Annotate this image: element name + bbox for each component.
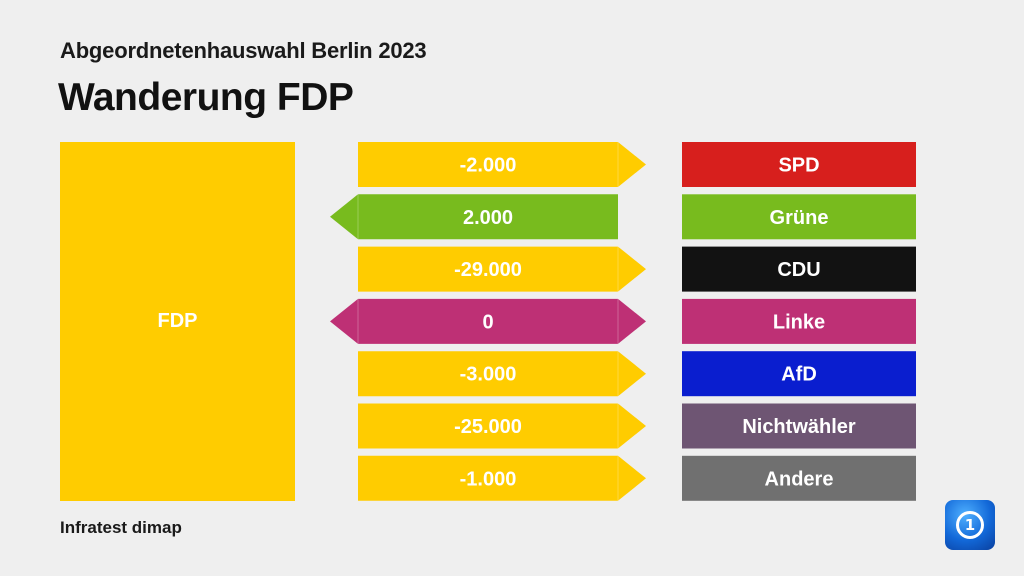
chart-subtitle: Abgeordnetenhauswahl Berlin 2023 <box>60 38 427 63</box>
fdp-party-block: FDP <box>60 142 295 501</box>
flow-value-label-spd: -2.000 <box>460 155 517 177</box>
flow-arrow-cdu <box>358 246 646 292</box>
source-label: Infratest dimap <box>60 518 182 537</box>
flow-value-label-afd: -3.000 <box>460 364 517 386</box>
party-box-andere <box>682 455 916 501</box>
party-box-cdu <box>682 246 916 292</box>
flow-arrow-andere <box>358 455 646 501</box>
flow-value-label-gruene: 2.000 <box>463 207 513 229</box>
flow-arrow-spd <box>358 142 646 187</box>
fdp-party-label: FDP <box>157 310 198 332</box>
party-label-linke: Linke <box>773 311 825 333</box>
party-box-linke <box>682 298 916 344</box>
party-label-spd: SPD <box>778 155 819 177</box>
party-label-andere: Andere <box>765 468 834 490</box>
flow-value-label-cdu: -29.000 <box>454 259 522 281</box>
party-box-spd <box>682 142 916 187</box>
party-box-gruene <box>682 194 916 240</box>
party-label-nichtwaehler: Nichtwähler <box>742 416 856 438</box>
tagesschau-logo-icon: 1 <box>945 500 995 550</box>
flow-arrow-afd <box>358 351 646 397</box>
chart-title: Wanderung FDP <box>58 76 354 119</box>
party-label-cdu: CDU <box>777 259 820 281</box>
flow-arrow-gruene <box>330 194 618 240</box>
flow-value-label-nichtwaehler: -25.000 <box>454 416 522 438</box>
flow-arrow-nichtwaehler <box>358 403 646 449</box>
party-box-afd <box>682 351 916 397</box>
party-label-afd: AfD <box>781 364 817 386</box>
party-label-gruene: Grüne <box>770 207 829 229</box>
flow-value-label-linke: 0 <box>482 311 493 333</box>
flow-value-label-andere: -1.000 <box>460 468 517 490</box>
flow-arrow-linke <box>330 298 646 344</box>
logo-glyph: 1 <box>956 511 984 539</box>
party-box-nichtwaehler <box>682 403 916 449</box>
